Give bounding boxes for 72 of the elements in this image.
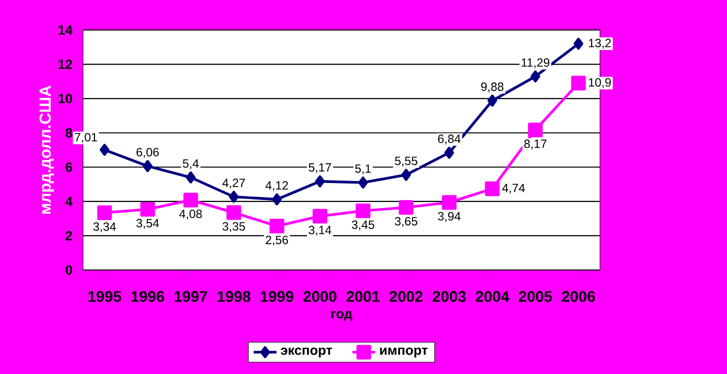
data-label: 5,17 [308,163,332,174]
point [484,181,500,196]
y-tick-label: 0 [66,265,72,275]
point [571,76,586,90]
y-tick-label: 4 [65,196,73,206]
point [186,171,196,184]
data-label: 4,74 [502,184,525,194]
point [401,168,411,181]
data-label: 6,84 [438,134,461,144]
point [530,70,540,82]
data-label: 3,14 [308,226,332,236]
x-tick-label: 2000 [303,291,336,302]
point [270,218,284,234]
point [315,175,325,188]
y-axis-title: млрд.долл.США [39,86,54,214]
point [356,204,370,218]
data-label: 4,08 [179,210,202,220]
point [183,192,198,208]
data-label: 3,45 [352,220,374,230]
point [97,205,112,220]
point [272,193,282,206]
x-tick-label: 2006 [562,291,595,302]
x-tick-label: 2004 [476,291,510,302]
point [140,202,155,217]
point [142,160,152,172]
data-label: 3,54 [136,218,159,229]
y-tick-label: 14 [58,25,73,35]
x-tick-label: 1997 [174,291,208,302]
data-label: 11,29 [522,58,550,68]
point [487,94,498,107]
x-tick-label: 2003 [432,291,466,302]
y-tick-label: 12 [58,60,72,69]
x-tick-label: 1996 [132,291,164,302]
data-label: 3,34 [93,222,116,232]
data-label: 5,4 [182,159,199,170]
y-tick-label: 6 [66,162,72,172]
data-label: 5,55 [394,156,418,167]
point [398,200,414,215]
x-tick-label: 2005 [518,291,552,302]
x-tick-label: 2001 [346,291,380,302]
point [574,38,584,50]
x-tick-label: 1998 [218,291,250,302]
point [442,195,457,210]
data-label: 5,1 [355,164,371,174]
legend-label: экспорт [280,348,332,358]
data-label: 3,65 [394,217,418,227]
x-tick-label: 2002 [390,291,423,302]
point [228,190,239,203]
point [100,144,110,156]
data-label: 2,56 [266,236,288,246]
data-label: 6,06 [136,148,159,158]
point [444,146,454,159]
point [528,122,543,138]
data-label: 3,35 [222,222,245,232]
data-label: 4,12 [265,181,288,192]
data-label: 10,9 [588,78,611,88]
data-label: 7,01 [74,132,98,143]
x-axis-title: год [332,311,352,321]
y-tick-label: 8 [66,128,72,138]
data-label: 4,27 [222,178,245,189]
x-tick-label: 1995 [88,291,122,302]
point [358,176,368,189]
data-label: 13,2 [588,38,611,49]
legend-label: импорт [380,348,428,358]
y-tick-label: 10 [58,94,72,104]
point [226,205,242,220]
y-tick-label: 2 [66,231,72,240]
data-label: 9,88 [481,82,504,92]
data-label: 3,94 [438,212,461,222]
x-tick-label: 1999 [260,291,294,302]
data-label: 8,17 [524,140,546,150]
point [312,208,328,224]
